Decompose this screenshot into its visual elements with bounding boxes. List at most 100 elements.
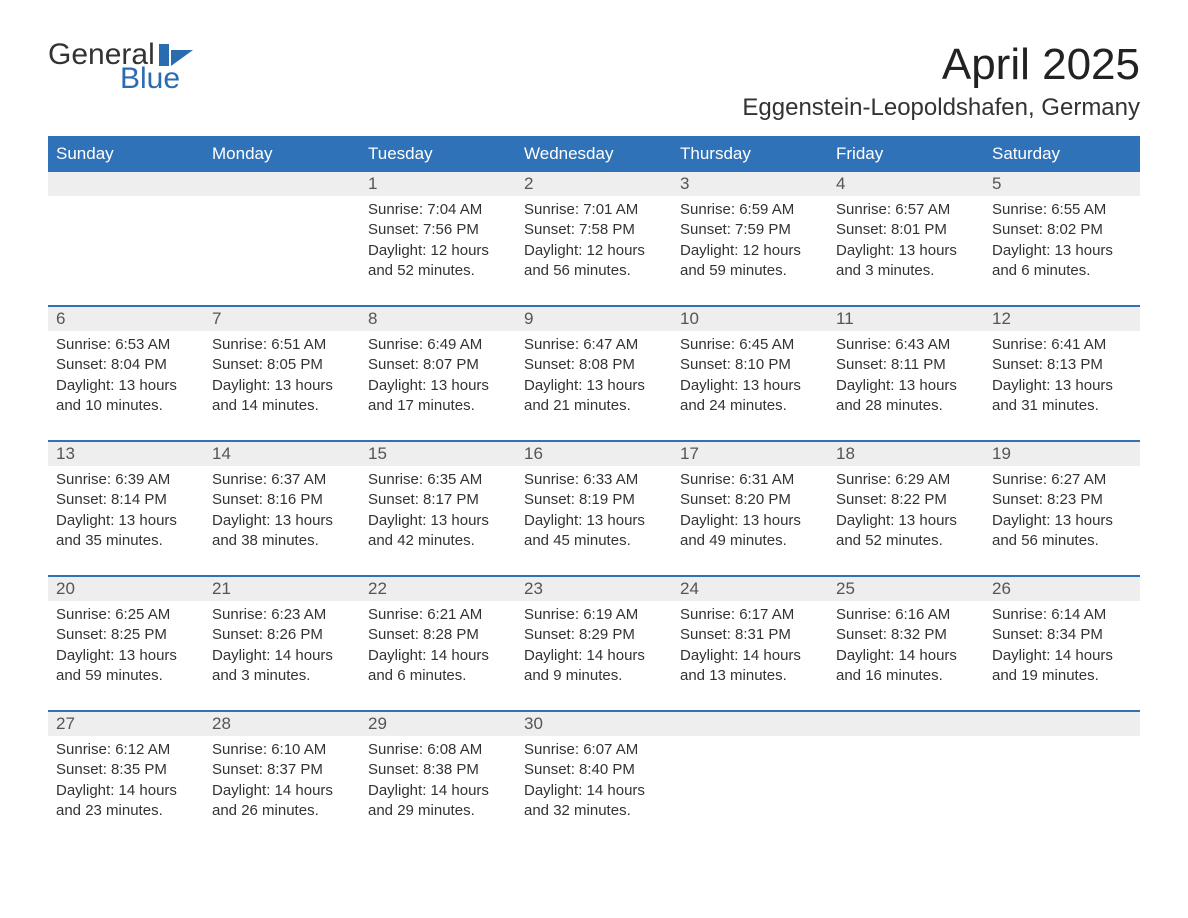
sunrise-text: Sunrise: 7:01 AM — [524, 200, 664, 220]
day-detail-cell: Sunrise: 6:43 AMSunset: 8:11 PMDaylight:… — [828, 331, 984, 441]
sunrise-text: Sunrise: 6:14 AM — [992, 605, 1132, 625]
daylight-text: and 24 minutes. — [680, 396, 820, 416]
sunset-text: Sunset: 8:19 PM — [524, 490, 664, 510]
day-number-cell — [984, 711, 1140, 736]
daylight-text: Daylight: 14 hours — [368, 781, 508, 801]
day-number-cell: 21 — [204, 576, 360, 601]
daylight-text: Daylight: 13 hours — [56, 511, 196, 531]
daylight-text: Daylight: 13 hours — [992, 511, 1132, 531]
logo: General Blue — [48, 40, 193, 94]
day-detail-cell: Sunrise: 6:19 AMSunset: 8:29 PMDaylight:… — [516, 601, 672, 711]
daylight-text: and 56 minutes. — [992, 531, 1132, 551]
sunset-text: Sunset: 7:58 PM — [524, 220, 664, 240]
day-number-cell: 12 — [984, 306, 1140, 331]
weekday-header: Friday — [828, 137, 984, 171]
daylight-text: and 17 minutes. — [368, 396, 508, 416]
sunrise-text: Sunrise: 6:10 AM — [212, 740, 352, 760]
sunset-text: Sunset: 8:31 PM — [680, 625, 820, 645]
day-detail-cell: Sunrise: 6:23 AMSunset: 8:26 PMDaylight:… — [204, 601, 360, 711]
day-detail-cell — [48, 196, 204, 306]
weekday-header: Monday — [204, 137, 360, 171]
day-number-row: 20212223242526 — [48, 576, 1140, 601]
daylight-text: Daylight: 13 hours — [524, 376, 664, 396]
sunrise-text: Sunrise: 6:35 AM — [368, 470, 508, 490]
sunrise-text: Sunrise: 6:29 AM — [836, 470, 976, 490]
day-number-cell: 22 — [360, 576, 516, 601]
daylight-text: Daylight: 13 hours — [836, 511, 976, 531]
day-detail-cell: Sunrise: 6:45 AMSunset: 8:10 PMDaylight:… — [672, 331, 828, 441]
daylight-text: and 26 minutes. — [212, 801, 352, 821]
day-detail-cell: Sunrise: 6:53 AMSunset: 8:04 PMDaylight:… — [48, 331, 204, 441]
sunrise-text: Sunrise: 6:51 AM — [212, 335, 352, 355]
daylight-text: Daylight: 14 hours — [524, 646, 664, 666]
sunset-text: Sunset: 8:32 PM — [836, 625, 976, 645]
day-detail-cell — [828, 736, 984, 845]
day-number-cell: 30 — [516, 711, 672, 736]
daylight-text: Daylight: 14 hours — [212, 646, 352, 666]
day-detail-cell: Sunrise: 6:35 AMSunset: 8:17 PMDaylight:… — [360, 466, 516, 576]
daylight-text: Daylight: 12 hours — [524, 241, 664, 261]
sunrise-text: Sunrise: 6:17 AM — [680, 605, 820, 625]
day-detail-cell: Sunrise: 6:41 AMSunset: 8:13 PMDaylight:… — [984, 331, 1140, 441]
daylight-text: and 49 minutes. — [680, 531, 820, 551]
title-block: April 2025 Eggenstein-Leopoldshafen, Ger… — [742, 40, 1140, 128]
daylight-text: and 3 minutes. — [836, 261, 976, 281]
sunset-text: Sunset: 8:10 PM — [680, 355, 820, 375]
day-number-cell: 10 — [672, 306, 828, 331]
day-detail-cell: Sunrise: 6:08 AMSunset: 8:38 PMDaylight:… — [360, 736, 516, 845]
day-detail-row: Sunrise: 6:39 AMSunset: 8:14 PMDaylight:… — [48, 466, 1140, 576]
day-number-cell: 15 — [360, 441, 516, 466]
daylight-text: and 52 minutes. — [836, 531, 976, 551]
day-detail-cell — [672, 736, 828, 845]
day-number-row: 27282930 — [48, 711, 1140, 736]
sunrise-text: Sunrise: 6:57 AM — [836, 200, 976, 220]
sunrise-text: Sunrise: 6:41 AM — [992, 335, 1132, 355]
weekday-header: Sunday — [48, 137, 204, 171]
sunset-text: Sunset: 8:38 PM — [368, 760, 508, 780]
day-number-cell: 6 — [48, 306, 204, 331]
day-number-cell — [48, 171, 204, 196]
day-number-cell: 27 — [48, 711, 204, 736]
daylight-text: and 6 minutes. — [992, 261, 1132, 281]
sunset-text: Sunset: 8:11 PM — [836, 355, 976, 375]
day-number-cell: 16 — [516, 441, 672, 466]
day-number-cell — [828, 711, 984, 736]
day-detail-cell — [984, 736, 1140, 845]
day-detail-cell: Sunrise: 6:49 AMSunset: 8:07 PMDaylight:… — [360, 331, 516, 441]
daylight-text: and 9 minutes. — [524, 666, 664, 686]
daylight-text: and 28 minutes. — [836, 396, 976, 416]
day-detail-cell: Sunrise: 6:21 AMSunset: 8:28 PMDaylight:… — [360, 601, 516, 711]
sunset-text: Sunset: 8:23 PM — [992, 490, 1132, 510]
day-detail-cell: Sunrise: 6:59 AMSunset: 7:59 PMDaylight:… — [672, 196, 828, 306]
daylight-text: Daylight: 13 hours — [56, 376, 196, 396]
day-detail-cell: Sunrise: 6:29 AMSunset: 8:22 PMDaylight:… — [828, 466, 984, 576]
sunset-text: Sunset: 8:14 PM — [56, 490, 196, 510]
sunset-text: Sunset: 8:20 PM — [680, 490, 820, 510]
sunset-text: Sunset: 7:56 PM — [368, 220, 508, 240]
sunrise-text: Sunrise: 6:55 AM — [992, 200, 1132, 220]
day-number-cell: 3 — [672, 171, 828, 196]
day-number-cell: 4 — [828, 171, 984, 196]
daylight-text: and 59 minutes. — [56, 666, 196, 686]
sunrise-text: Sunrise: 6:25 AM — [56, 605, 196, 625]
daylight-text: Daylight: 13 hours — [368, 376, 508, 396]
header-block: General Blue April 2025 Eggenstein-Leopo… — [48, 40, 1140, 128]
sunrise-text: Sunrise: 6:08 AM — [368, 740, 508, 760]
weekday-header: Wednesday — [516, 137, 672, 171]
day-detail-cell: Sunrise: 6:39 AMSunset: 8:14 PMDaylight:… — [48, 466, 204, 576]
day-number-cell: 1 — [360, 171, 516, 196]
sunrise-text: Sunrise: 6:43 AM — [836, 335, 976, 355]
day-number-cell: 20 — [48, 576, 204, 601]
day-number-row: 12345 — [48, 171, 1140, 196]
sunset-text: Sunset: 8:37 PM — [212, 760, 352, 780]
day-number-cell: 28 — [204, 711, 360, 736]
day-detail-cell: Sunrise: 6:07 AMSunset: 8:40 PMDaylight:… — [516, 736, 672, 845]
day-detail-cell: Sunrise: 6:31 AMSunset: 8:20 PMDaylight:… — [672, 466, 828, 576]
daylight-text: and 32 minutes. — [524, 801, 664, 821]
day-number-cell: 13 — [48, 441, 204, 466]
day-number-cell: 26 — [984, 576, 1140, 601]
day-number-cell — [672, 711, 828, 736]
daylight-text: Daylight: 13 hours — [212, 511, 352, 531]
daylight-text: Daylight: 13 hours — [680, 511, 820, 531]
daylight-text: and 6 minutes. — [368, 666, 508, 686]
